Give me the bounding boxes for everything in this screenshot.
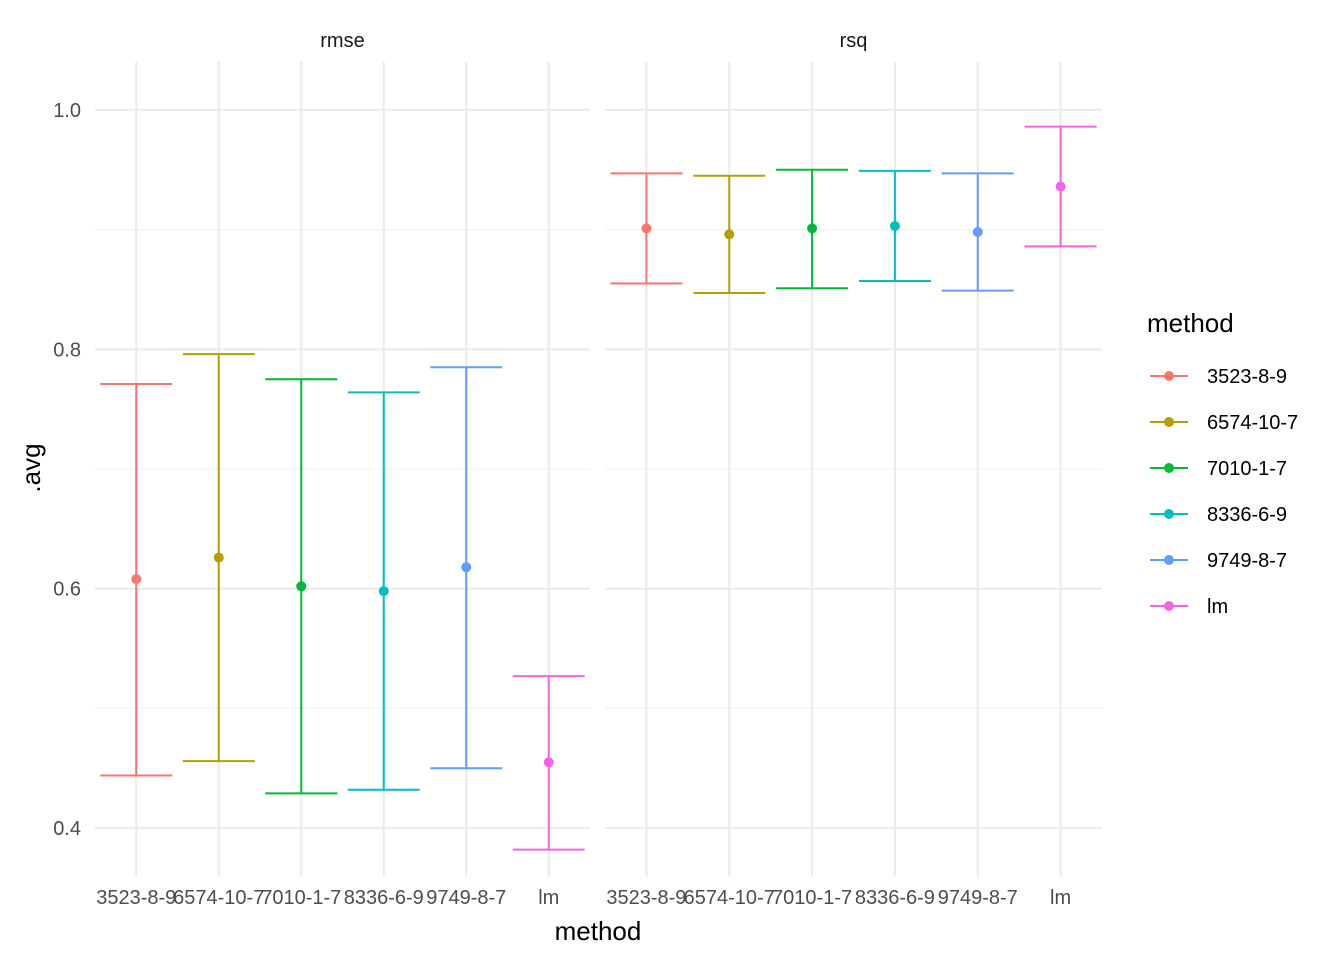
x-axis-title: method (555, 916, 642, 946)
mean-point (131, 574, 142, 585)
legend-title: method (1147, 308, 1234, 338)
errorbar-rsq-6574-10-7 (693, 174, 766, 295)
x-tick-label: 6574-10-7 (173, 887, 264, 909)
x-tick-label: 9749-8-7 (938, 887, 1018, 909)
mean-point (641, 223, 652, 234)
mean-point (1055, 181, 1066, 192)
legend-item-8336-6-9: 8336-6-9 (1150, 504, 1287, 526)
errorbar-rmse-9749-8-7 (430, 366, 503, 770)
legend-item-6574-10-7: 6574-10-7 (1150, 412, 1298, 434)
x-tick-label: 7010-1-7 (772, 887, 852, 909)
legend-label: 3523-8-9 (1207, 366, 1287, 388)
y-tick-label: 1.0 (53, 100, 81, 122)
y-tick-label: 0.8 (53, 339, 81, 361)
legend-label: 7010-1-7 (1207, 458, 1287, 480)
legend-key-point (1164, 509, 1174, 519)
errorbar-rsq-8336-6-9 (858, 169, 931, 283)
x-tick-label: 9749-8-7 (426, 887, 506, 909)
x-tick-label: 3523-8-9 (606, 887, 686, 909)
x-tick-label: 8336-6-9 (344, 887, 424, 909)
x-tick-label: lm (538, 887, 559, 909)
y-axis-title: .avg (16, 443, 46, 492)
x-tick-label: lm (1050, 887, 1071, 909)
legend-key-point (1164, 371, 1174, 381)
errorbar-rmse-lm (512, 675, 585, 851)
x-tick-label: 6574-10-7 (684, 887, 775, 909)
legend-item-lm: lm (1150, 596, 1228, 618)
legend-label: 9749-8-7 (1207, 550, 1287, 572)
legend-item-7010-1-7: 7010-1-7 (1150, 458, 1287, 480)
x-tick-label: 7010-1-7 (261, 887, 341, 909)
legend-label: lm (1207, 596, 1228, 618)
strip-label-rmse: rmse (320, 30, 364, 52)
mean-point (543, 757, 554, 768)
mean-point (972, 226, 983, 237)
errorbar-rmse-7010-1-7 (265, 378, 338, 795)
legend-label: 8336-6-9 (1207, 504, 1287, 526)
errorbar-rmse-3523-8-9 (100, 383, 173, 777)
legend-key-point (1164, 555, 1174, 565)
errorbar-rmse-6574-10-7 (182, 353, 255, 763)
legend-key-point (1164, 463, 1174, 473)
mean-point (213, 552, 224, 563)
mean-point (378, 586, 389, 597)
errorbar-rmse-8336-6-9 (347, 391, 420, 791)
mean-point (461, 562, 472, 573)
mean-point (807, 223, 818, 234)
mean-point (889, 220, 900, 231)
legend-item-3523-8-9: 3523-8-9 (1150, 366, 1287, 388)
legend-key-point (1164, 417, 1174, 427)
mean-point (296, 581, 307, 592)
errorbar-rsq-9749-8-7 (941, 172, 1014, 292)
y-tick-label: 0.6 (53, 579, 81, 601)
legend: method 3523-8-9 6574-10-7 7010-1-7 8336-6-9… (1147, 308, 1298, 618)
x-tick-label: 8336-6-9 (855, 887, 935, 909)
mean-point (724, 229, 735, 240)
errorbar-rsq-3523-8-9 (610, 172, 683, 285)
strip-label-rsq: rsq (840, 30, 868, 52)
x-tick-label: 3523-8-9 (96, 887, 176, 909)
errorbar-rsq-7010-1-7 (776, 168, 849, 290)
legend-label: 6574-10-7 (1207, 412, 1298, 434)
legend-key-point (1164, 601, 1174, 611)
y-tick-label: 0.4 (53, 818, 81, 840)
legend-item-9749-8-7: 9749-8-7 (1150, 550, 1287, 572)
errorbar-rsq-lm (1024, 125, 1097, 248)
